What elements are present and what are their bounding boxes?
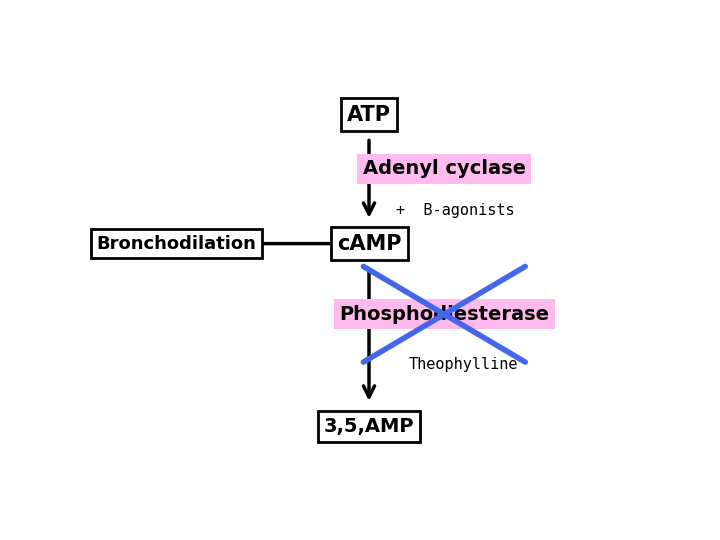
Text: Adenyl cyclase: Adenyl cyclase	[363, 159, 526, 178]
Text: cAMP: cAMP	[337, 234, 401, 254]
Text: ATP: ATP	[347, 105, 391, 125]
Text: 3,5,AMP: 3,5,AMP	[324, 417, 414, 436]
Text: +  B-agonists: + B-agonists	[396, 203, 515, 218]
Text: Theophylline: Theophylline	[409, 357, 518, 372]
Text: Bronchodilation: Bronchodilation	[96, 234, 256, 253]
Text: Phosphodiesterase: Phosphodiesterase	[339, 305, 549, 324]
